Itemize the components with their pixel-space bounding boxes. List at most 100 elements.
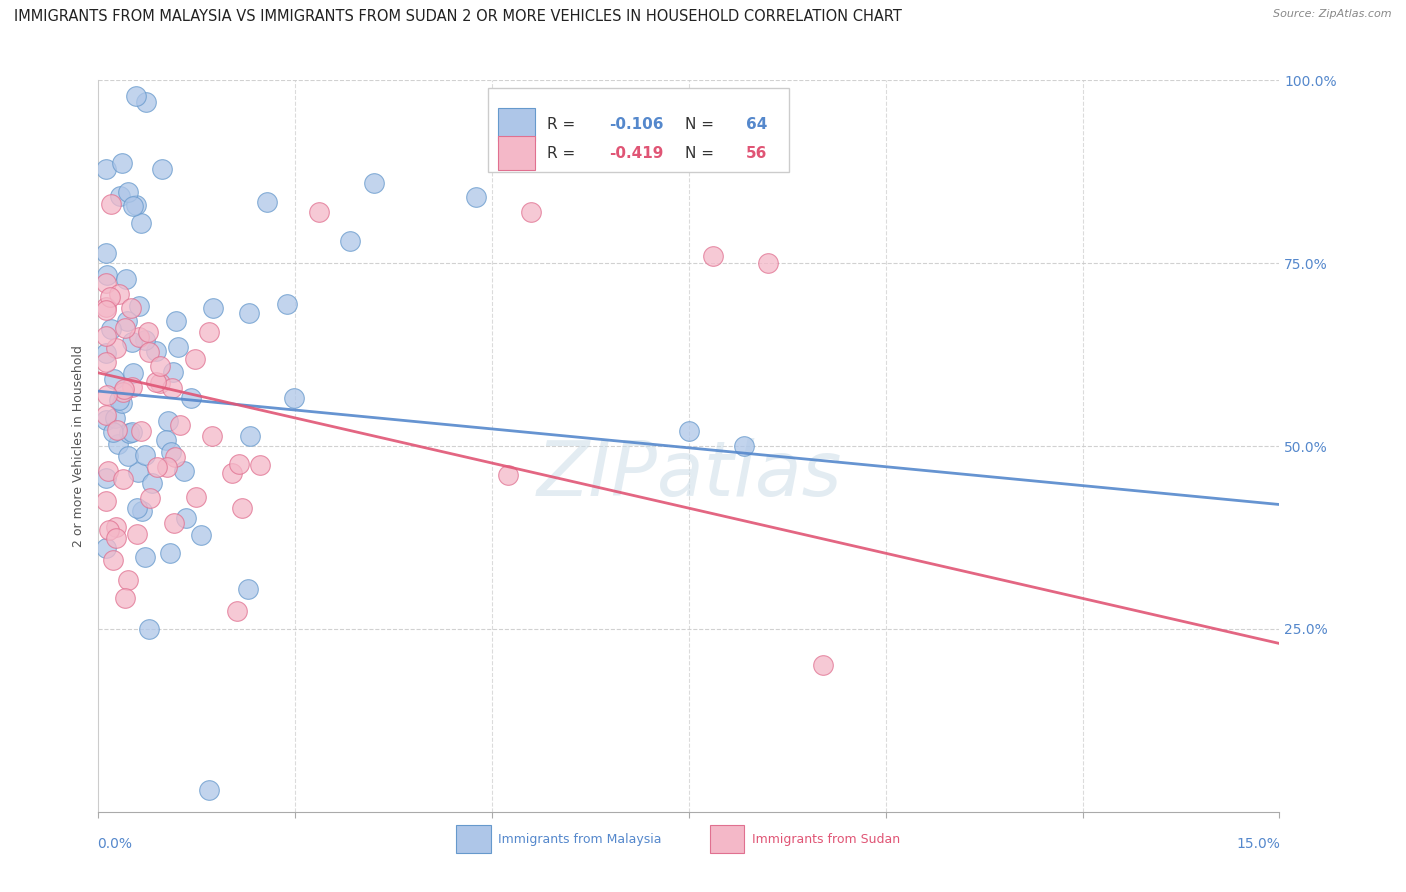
Text: Source: ZipAtlas.com: Source: ZipAtlas.com <box>1274 9 1392 19</box>
Point <box>756 256 779 270</box>
Point <box>128 299 150 313</box>
Point <box>127 500 149 515</box>
Point <box>256 194 278 209</box>
Point <box>107 436 129 450</box>
Point <box>125 89 148 103</box>
Point <box>96 346 118 360</box>
Point <box>107 393 129 408</box>
Point <box>165 314 187 328</box>
Point <box>159 445 181 459</box>
Point <box>221 467 243 481</box>
Point <box>228 457 250 471</box>
Point <box>134 549 156 564</box>
Point <box>169 417 191 432</box>
Point <box>112 384 135 399</box>
Point <box>145 344 167 359</box>
Point <box>100 321 122 335</box>
Point <box>173 464 195 478</box>
Text: 15.0%: 15.0% <box>1237 838 1281 851</box>
Point <box>236 582 259 596</box>
Point <box>96 268 118 282</box>
Point <box>117 449 139 463</box>
Point <box>174 510 197 524</box>
FancyBboxPatch shape <box>498 108 536 142</box>
Point <box>115 272 138 286</box>
Point <box>165 450 187 464</box>
Point <box>96 328 118 343</box>
Point <box>155 434 177 448</box>
Point <box>121 379 143 393</box>
Point <box>150 161 173 176</box>
Point <box>114 321 136 335</box>
Point <box>146 460 169 475</box>
Text: 64: 64 <box>745 117 768 132</box>
Point <box>127 465 149 479</box>
Point <box>121 335 143 350</box>
Point <box>149 376 172 390</box>
Point <box>111 472 134 486</box>
Point <box>520 205 543 219</box>
Point <box>163 516 186 530</box>
Point <box>149 359 172 373</box>
Text: 56: 56 <box>745 145 768 161</box>
Point <box>134 333 156 347</box>
Text: R =: R = <box>547 117 581 132</box>
Point <box>160 381 183 395</box>
Point <box>128 330 150 344</box>
Text: IMMIGRANTS FROM MALAYSIA VS IMMIGRANTS FROM SUDAN 2 OR MORE VEHICLES IN HOUSEHOL: IMMIGRANTS FROM MALAYSIA VS IMMIGRANTS F… <box>14 9 901 24</box>
Point <box>496 468 519 483</box>
Point <box>249 458 271 472</box>
Point <box>111 396 134 410</box>
Text: -0.419: -0.419 <box>609 145 664 161</box>
Point <box>131 504 153 518</box>
Point <box>101 425 124 440</box>
Point <box>117 425 139 440</box>
Point <box>105 520 128 534</box>
Point <box>134 448 156 462</box>
Point <box>811 658 834 673</box>
Point <box>363 176 385 190</box>
Point <box>225 604 247 618</box>
Point <box>157 414 180 428</box>
Text: ZIPatlas: ZIPatlas <box>536 438 842 512</box>
Point <box>156 460 179 475</box>
Point <box>98 290 121 304</box>
Point <box>96 301 118 315</box>
Point <box>96 246 118 260</box>
Point <box>190 528 212 542</box>
Text: Immigrants from Sudan: Immigrants from Sudan <box>752 833 900 846</box>
Point <box>103 371 125 385</box>
Point <box>339 234 361 248</box>
Point <box>198 325 221 339</box>
Point <box>117 185 139 199</box>
Point <box>702 249 724 263</box>
Point <box>104 411 127 425</box>
Point <box>100 196 122 211</box>
Point <box>201 429 224 443</box>
Text: Immigrants from Malaysia: Immigrants from Malaysia <box>498 833 661 846</box>
Point <box>238 306 260 320</box>
Point <box>98 523 121 537</box>
Point <box>96 302 118 317</box>
Point <box>96 409 118 423</box>
Point <box>115 314 138 328</box>
Text: -0.106: -0.106 <box>609 117 664 132</box>
Point <box>122 366 145 380</box>
Point <box>180 391 202 405</box>
Point <box>96 276 118 290</box>
Point <box>184 352 207 367</box>
Point <box>96 541 118 555</box>
Point <box>138 345 160 359</box>
Point <box>733 439 755 453</box>
Point <box>308 205 330 219</box>
Point <box>162 364 184 378</box>
Point <box>231 501 253 516</box>
Point <box>465 190 488 204</box>
FancyBboxPatch shape <box>457 825 491 854</box>
Point <box>239 429 262 443</box>
Point <box>135 95 157 110</box>
Point <box>114 591 136 606</box>
Point <box>96 493 118 508</box>
Text: N =: N = <box>685 145 720 161</box>
Point <box>108 286 131 301</box>
